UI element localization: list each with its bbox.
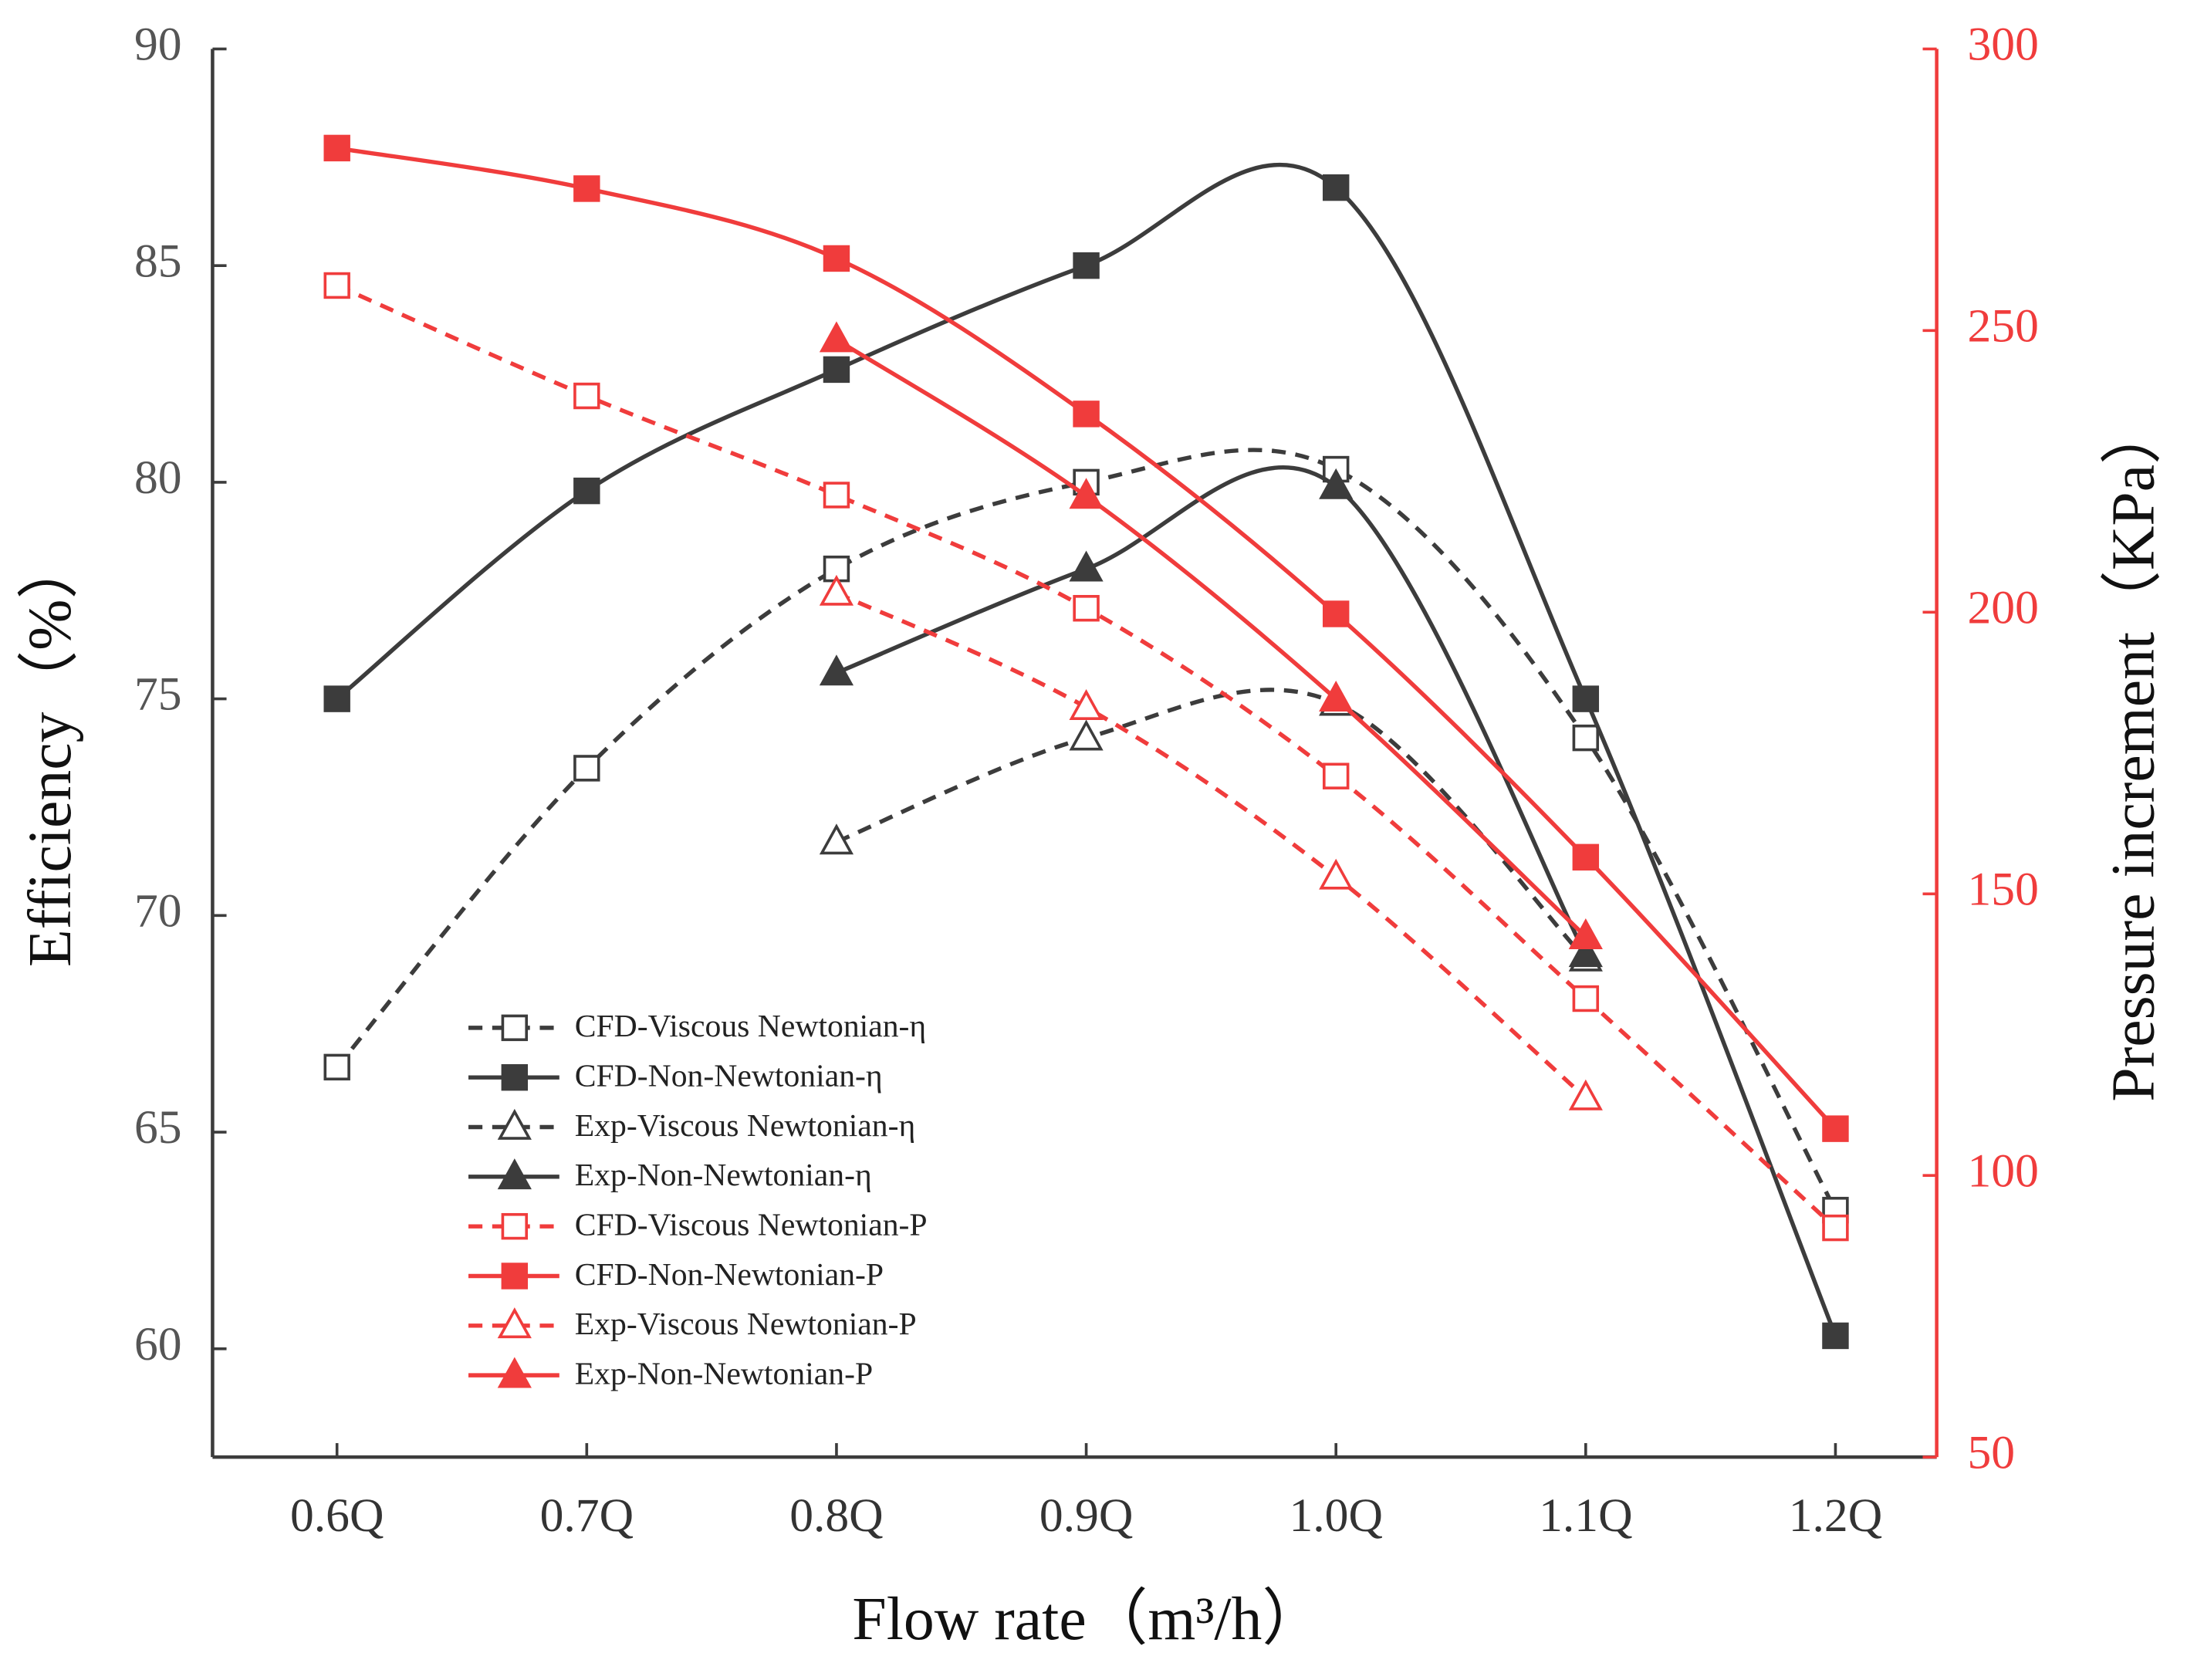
y2-tick-label: 250: [1968, 300, 2039, 353]
marker: [823, 356, 850, 384]
marker: [501, 1014, 529, 1042]
marker: [497, 1307, 532, 1339]
y2-tick-label: 300: [1968, 19, 2039, 71]
marker: [1319, 468, 1354, 499]
series: [323, 134, 1849, 1142]
series-line: [835, 688, 1587, 961]
marker: [1073, 252, 1100, 279]
marker: [1572, 843, 1600, 871]
y2-tick-label: 150: [1968, 863, 2039, 915]
marker: [323, 685, 350, 712]
marker: [1822, 1322, 1849, 1350]
marker: [1322, 762, 1350, 789]
x-tick-label: 1.2Q: [1789, 1489, 1882, 1542]
marker: [1069, 719, 1104, 751]
marker: [823, 482, 850, 509]
marker: [819, 654, 854, 686]
marker: [573, 755, 600, 782]
legend-label: Exp-Viscous Newtonian-P: [575, 1306, 917, 1342]
series-line: [336, 146, 1837, 1131]
y-tick-label: 90: [134, 19, 182, 71]
legend-label: Exp-Viscous Newtonian-η: [575, 1108, 916, 1144]
marker: [323, 134, 350, 162]
x-tick-label: 0.9Q: [1039, 1489, 1133, 1542]
marker: [819, 574, 854, 606]
x-tick-label: 0.8Q: [789, 1489, 883, 1542]
marker: [501, 1063, 529, 1091]
marker: [1073, 401, 1100, 428]
marker: [1572, 724, 1600, 752]
series: [819, 321, 1603, 950]
series-line: [835, 337, 1587, 938]
y2-tick-label: 200: [1968, 581, 2039, 634]
marker: [497, 1357, 532, 1388]
marker: [1572, 685, 1600, 712]
series: [819, 574, 1603, 1110]
series: [323, 162, 1849, 1350]
x-tick-label: 1.1Q: [1539, 1489, 1632, 1542]
marker: [1568, 918, 1603, 950]
legend-label: CFD-Non-Newtonian-P: [575, 1257, 884, 1293]
marker: [1069, 550, 1104, 582]
series-line: [835, 465, 1588, 956]
marker: [1572, 985, 1600, 1012]
marker: [819, 823, 854, 855]
series-line: [335, 162, 1837, 1337]
y2-tick-label: 50: [1968, 1426, 2016, 1479]
marker: [1319, 858, 1354, 890]
legend-label: Exp-Non-Newtonian-P: [575, 1357, 873, 1392]
y2-tick-label: 100: [1968, 1144, 2039, 1197]
marker: [1568, 1079, 1603, 1110]
x-tick-label: 0.7Q: [540, 1489, 634, 1542]
marker: [1322, 174, 1350, 201]
marker: [497, 1108, 532, 1140]
marker: [1069, 688, 1104, 720]
y-tick-label: 80: [134, 451, 182, 504]
series: [323, 272, 1849, 1242]
marker: [1069, 478, 1104, 509]
marker: [501, 1263, 529, 1290]
y-tick-label: 60: [134, 1318, 182, 1371]
marker: [573, 175, 600, 202]
y-tick-label: 75: [134, 668, 182, 721]
marker: [573, 382, 600, 410]
marker: [501, 1212, 529, 1240]
marker: [1822, 1214, 1849, 1242]
marker: [323, 1053, 350, 1081]
marker: [1319, 681, 1354, 712]
y-tick-label: 65: [134, 1101, 182, 1154]
marker: [1322, 600, 1350, 627]
y-axis-title: Efficiency（%）: [16, 538, 84, 967]
marker: [819, 321, 854, 353]
marker: [1073, 594, 1100, 622]
marker: [1568, 936, 1603, 968]
marker: [497, 1158, 532, 1190]
legend-label: Exp-Non-Newtonian-η: [575, 1158, 872, 1193]
series-line: [835, 591, 1587, 1100]
x-axis-title: Flow rate（m³/h）: [852, 1585, 1323, 1653]
marker: [323, 272, 350, 299]
legend-label: CFD-Viscous Newtonian-η: [575, 1009, 926, 1044]
legend-label: CFD-Non-Newtonian-η: [575, 1059, 883, 1094]
y-tick-label: 70: [134, 884, 182, 937]
marker: [573, 477, 600, 505]
legend-label: CFD-Viscous Newtonian-P: [575, 1208, 928, 1243]
series: [819, 465, 1603, 968]
y2-axis-title: Pressure increment（KPa）: [2100, 403, 2168, 1101]
x-tick-label: 0.6Q: [290, 1489, 384, 1542]
y-tick-label: 85: [134, 235, 182, 287]
x-tick-label: 1.0Q: [1289, 1489, 1382, 1542]
marker: [1822, 1115, 1849, 1142]
marker: [823, 245, 850, 272]
